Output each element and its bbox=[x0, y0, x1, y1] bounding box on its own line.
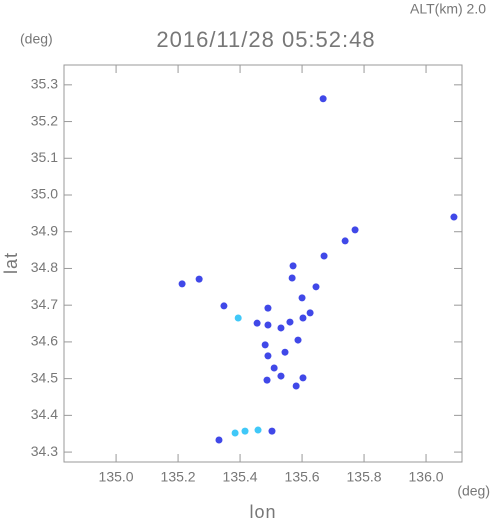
y-tick-label: 35.1 bbox=[31, 149, 58, 165]
x-tick-label: 135.8 bbox=[347, 469, 382, 485]
echo-point bbox=[277, 324, 285, 332]
echo-point bbox=[281, 348, 289, 356]
y-tick-label: 34.7 bbox=[31, 296, 58, 312]
echo-point bbox=[231, 429, 239, 437]
y-tick-label: 34.9 bbox=[31, 222, 58, 238]
y-tick-label: 34.5 bbox=[31, 369, 58, 385]
y-tick-label: 35.0 bbox=[31, 186, 58, 202]
echo-point bbox=[195, 275, 203, 283]
y-tick-label: 34.6 bbox=[31, 333, 58, 349]
chart-title: 2016/11/28 05:52:48 bbox=[156, 27, 375, 52]
echo-point bbox=[234, 314, 242, 322]
echo-point bbox=[341, 237, 349, 245]
echo-point bbox=[178, 280, 186, 288]
x-axis-label: lon bbox=[249, 502, 276, 521]
echo-point bbox=[264, 321, 272, 329]
echo-point bbox=[312, 283, 320, 291]
y-tick-label: 35.2 bbox=[31, 112, 58, 128]
echo-point bbox=[220, 302, 228, 310]
echo-point bbox=[450, 213, 458, 221]
echo-point bbox=[264, 304, 272, 312]
x-unit: (deg) bbox=[457, 483, 490, 499]
altitude-label: ALT(km) 2.0 bbox=[410, 1, 486, 17]
echo-point bbox=[261, 341, 269, 349]
echo-point bbox=[306, 309, 314, 317]
plot-frame bbox=[63, 64, 463, 463]
echo-point bbox=[289, 262, 297, 270]
echo-point bbox=[288, 274, 296, 282]
echo-point bbox=[254, 426, 262, 434]
x-tick-label: 135.6 bbox=[285, 469, 320, 485]
y-tick-label: 34.8 bbox=[31, 259, 58, 275]
echo-point bbox=[319, 95, 327, 103]
echo-point bbox=[298, 294, 306, 302]
x-tick-label: 135.0 bbox=[99, 469, 134, 485]
echo-point bbox=[264, 352, 272, 360]
y-tick-label: 34.3 bbox=[31, 443, 58, 459]
echo-point bbox=[286, 318, 294, 326]
echo-point bbox=[268, 427, 276, 435]
echo-point bbox=[277, 372, 285, 380]
echo-point bbox=[263, 376, 271, 384]
echo-point bbox=[253, 319, 261, 327]
echo-point bbox=[299, 374, 307, 382]
y-unit: (deg) bbox=[20, 31, 53, 47]
x-tick-label: 136.0 bbox=[409, 469, 444, 485]
echo-point bbox=[320, 252, 328, 260]
echo-point bbox=[351, 226, 359, 234]
y-tick-label: 35.3 bbox=[31, 76, 58, 92]
echo-point bbox=[270, 364, 278, 372]
echo-point bbox=[294, 336, 302, 344]
y-tick-label: 34.4 bbox=[31, 406, 58, 422]
y-axis-label: lat bbox=[1, 252, 21, 274]
x-tick-label: 135.2 bbox=[161, 469, 196, 485]
x-tick-label: 135.4 bbox=[223, 469, 258, 485]
echo-point bbox=[215, 436, 223, 444]
echo-point bbox=[299, 314, 307, 322]
echo-point bbox=[241, 427, 249, 435]
echo-point bbox=[292, 382, 300, 390]
